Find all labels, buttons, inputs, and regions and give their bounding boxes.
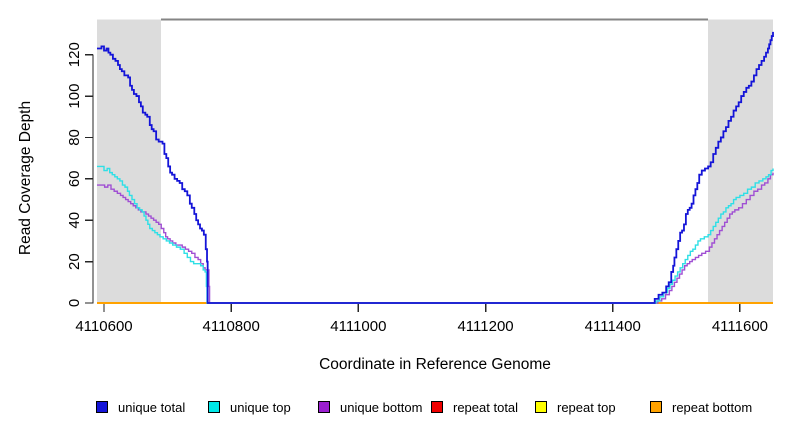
y-tick-label: 60 [66,170,83,187]
x-tick-label: 4111000 [330,318,386,335]
left-repeat-region [97,19,162,303]
series-lines [97,31,774,304]
axes: 0 20 40 60 80 100 120 4110600 4110800 4111000 4111… [66,42,768,335]
series-line-unique-bottom [97,172,774,304]
x-tick-label: 4110800 [203,318,260,335]
x-axis-title: Coordinate in Reference Genome [319,356,551,373]
x-tick-label: 4110600 [75,318,132,335]
y-tick-label: 120 [66,42,83,67]
shaded-repeat-regions [97,18,773,303]
y-tick-label: 100 [66,84,83,109]
series-line-unique-total [97,31,774,304]
y-axis-title: Read Coverage Depth [17,101,34,255]
x-tick-label: 4111400 [585,318,641,335]
y-tick-label: 20 [66,253,83,270]
y-tick-label: 0 [66,299,83,307]
y-tick-label: 80 [66,129,83,146]
y-tick-label: 40 [66,212,83,229]
right-repeat-region [708,19,773,303]
x-tick-label: 4111600 [712,318,768,335]
x-tick-label: 4111200 [457,318,513,335]
